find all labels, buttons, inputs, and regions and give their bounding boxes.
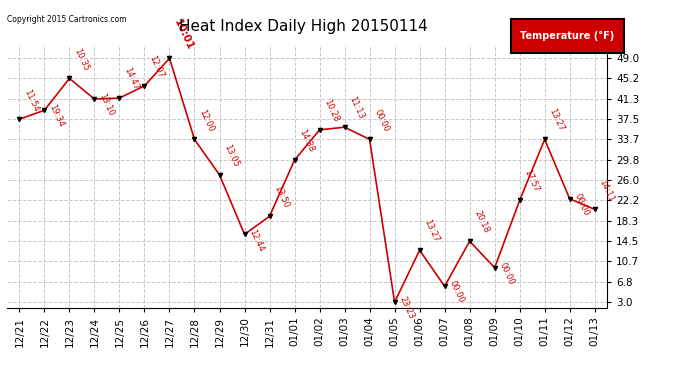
Text: Heat Index Daily High 20150114: Heat Index Daily High 20150114 [179,19,428,34]
Text: 12:07: 12:07 [148,54,166,80]
Text: 00:00: 00:00 [573,192,591,217]
Text: Copyright 2015 Cartronics.com: Copyright 2015 Cartronics.com [7,15,126,24]
Text: 10:28: 10:28 [322,98,341,123]
Text: 12:44: 12:44 [248,228,266,253]
Text: 13:05: 13:05 [222,143,241,168]
Text: 00:00: 00:00 [448,279,466,305]
Text: Temperature (°F): Temperature (°F) [520,31,615,40]
Text: 17:57: 17:57 [522,168,541,194]
Text: 20:18: 20:18 [473,209,491,235]
Text: 14:38: 14:38 [297,128,316,154]
Text: 00:00: 00:00 [373,108,391,133]
Text: 10:35: 10:35 [72,46,90,72]
Text: 13:10: 13:10 [97,92,116,118]
Text: 10:01: 10:01 [172,18,195,52]
Text: 23:23: 23:23 [397,295,416,321]
Text: 19:34: 19:34 [48,104,66,129]
Text: 11:54: 11:54 [22,87,41,113]
Text: 13:50: 13:50 [273,184,290,210]
Text: 11:13: 11:13 [348,95,366,121]
Text: 13:27: 13:27 [548,108,566,133]
Text: 14:47: 14:47 [122,66,141,92]
Text: 12:00: 12:00 [197,108,216,133]
Text: 00:00: 00:00 [497,261,516,286]
Text: 13:27: 13:27 [422,218,441,244]
Text: 14:11: 14:11 [598,178,616,203]
